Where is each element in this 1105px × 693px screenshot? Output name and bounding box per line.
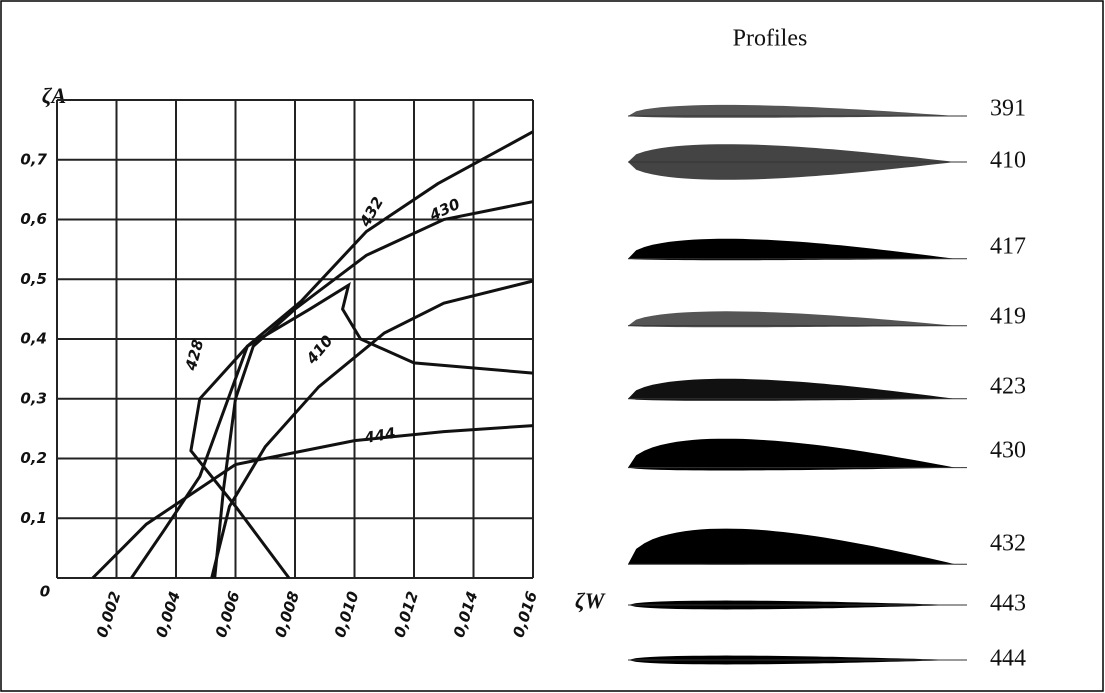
profile-label: 430 bbox=[990, 438, 1026, 464]
y-tick-label: 0,3 bbox=[20, 389, 47, 407]
x-tick-label: 0,010 bbox=[331, 589, 363, 640]
curve-label: 410 bbox=[302, 332, 337, 368]
profile-label: 410 bbox=[990, 148, 1026, 174]
x-tick-label: 0,004 bbox=[152, 589, 184, 640]
y-tick-label: 0,2 bbox=[20, 449, 47, 467]
profile-label: 423 bbox=[990, 374, 1026, 400]
profiles-title: Profiles bbox=[733, 26, 808, 52]
profile-label: 417 bbox=[990, 234, 1026, 260]
x-tick-label: 0,006 bbox=[212, 589, 244, 640]
profile-label: 443 bbox=[990, 591, 1026, 617]
x-tick-label: 0,008 bbox=[271, 589, 303, 640]
profile-label: 444 bbox=[990, 646, 1026, 672]
profile-label: 419 bbox=[990, 304, 1026, 330]
y-tick-label: 0,1 bbox=[20, 509, 47, 527]
profile-shape bbox=[628, 438, 955, 471]
profile-label: 391 bbox=[990, 96, 1026, 122]
curve bbox=[130, 130, 534, 579]
y-axis-label: ζA bbox=[42, 83, 66, 108]
x-tick-label: 0,012 bbox=[390, 589, 422, 640]
y-tick-label: 0,4 bbox=[20, 330, 47, 348]
curve bbox=[189, 281, 534, 579]
profile-shape bbox=[628, 238, 955, 261]
curve-label: 428 bbox=[182, 337, 208, 373]
x-tick-label: 0,016 bbox=[509, 589, 541, 640]
profile-shape bbox=[628, 378, 955, 401]
y-tick-label: 0,6 bbox=[20, 210, 47, 228]
x-tick-label: 0 bbox=[40, 583, 50, 601]
profile-label: 432 bbox=[990, 531, 1026, 557]
profile-shape bbox=[628, 104, 955, 118]
x-axis-label: ζW bbox=[575, 588, 606, 613]
profile-shape bbox=[628, 311, 955, 328]
x-tick-label: 0,002 bbox=[93, 589, 125, 640]
y-tick-label: 0,7 bbox=[20, 150, 47, 168]
curve bbox=[210, 279, 534, 579]
x-tick-label: 0,014 bbox=[450, 589, 482, 640]
profile-shape bbox=[628, 528, 955, 565]
curve bbox=[91, 424, 534, 580]
y-tick-label: 0,5 bbox=[20, 270, 47, 288]
curve-label: 444 bbox=[362, 424, 397, 447]
curve bbox=[213, 200, 534, 579]
curve-label: 432 bbox=[355, 194, 387, 231]
